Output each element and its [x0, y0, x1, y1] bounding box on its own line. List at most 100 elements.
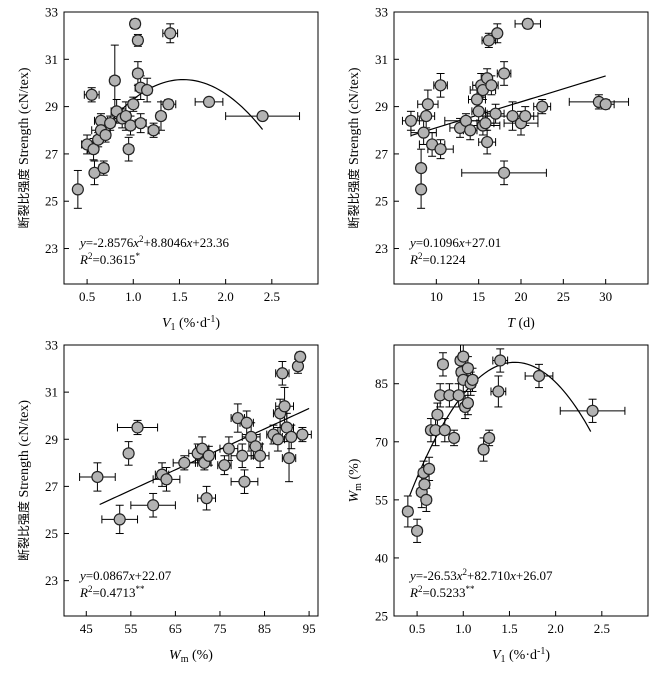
- x-tick-label: 45: [80, 621, 93, 636]
- x-tick-label: 65: [169, 621, 182, 636]
- regression-equation-line: R2=0.3615*: [79, 251, 141, 267]
- data-point: [134, 117, 147, 130]
- y-tick-label: 25: [45, 526, 58, 541]
- chart-panel-d: 0.5 1.0 1.5 2.0 2.5 25 40 55 70 85 V1 (%·d-1) Wm (%…: [347, 344, 649, 665]
- x-tick-label: 1.0: [125, 289, 141, 304]
- data-point: [497, 166, 511, 179]
- data-point: [464, 124, 477, 137]
- y-tick-label: 31: [375, 52, 388, 67]
- y-tick-label: 23: [45, 573, 58, 588]
- data-point: [131, 67, 144, 80]
- data-point: [483, 431, 496, 445]
- data-point: [401, 505, 414, 518]
- x-tick-label: 20: [515, 289, 528, 304]
- x-tick-label: 75: [213, 621, 226, 636]
- plot-frame: [63, 344, 319, 617]
- data-point: [91, 470, 104, 484]
- y-tick-label: 33: [375, 5, 388, 20]
- data-point: [481, 135, 494, 149]
- data-point: [285, 430, 298, 444]
- y-tick-label: 85: [375, 376, 388, 391]
- y-tick-label: 29: [45, 99, 58, 114]
- data-point: [421, 98, 434, 111]
- data-point: [485, 79, 498, 92]
- data-point: [147, 124, 160, 137]
- data-point: [461, 362, 474, 375]
- data-point: [296, 428, 309, 441]
- x-tick-label: 85: [258, 621, 271, 636]
- regression-equation-line: y=-26.53x2+82.710x+26.07: [408, 567, 553, 583]
- data-point: [282, 452, 296, 465]
- data-point: [238, 475, 251, 488]
- plot-frame: [63, 11, 319, 285]
- regression-equation-line: y=-2.8576x2+8.8046x+23.36: [78, 234, 229, 250]
- chart-panel-c: 45 55 65 75 85 95 23 25 27 29 31 33 Wm (%) 断裂比强度 Stre…: [16, 338, 319, 665]
- data-point: [278, 400, 291, 413]
- y-tick-label: 55: [375, 492, 388, 507]
- regression-equation-line: y=0.0867x+22.07: [78, 568, 172, 583]
- data-point: [489, 107, 502, 120]
- x-tick-label: 2.0: [218, 289, 234, 304]
- data-point: [131, 34, 144, 47]
- x-tick-label: 2.0: [548, 621, 564, 636]
- data-point: [420, 493, 433, 506]
- x-tick-label: 15: [472, 289, 485, 304]
- data-point: [477, 443, 490, 456]
- data-point: [131, 421, 144, 434]
- y-tick-label: 40: [375, 550, 388, 565]
- data-point: [85, 88, 98, 101]
- fit-curve: [410, 75, 606, 137]
- data-point: [271, 433, 284, 446]
- chart-panel-b: 10 15 20 25 30 23 25 27 29 31 33 T (d) 断裂比强度 Strengt…: [346, 5, 649, 331]
- y-tick-label: 25: [375, 609, 388, 624]
- data-point: [452, 389, 465, 402]
- y-tick-label: 27: [375, 146, 389, 161]
- data-point: [506, 109, 519, 123]
- y-tick-label: 27: [45, 146, 59, 161]
- data-point: [160, 473, 173, 486]
- x-tick-label: 2.5: [264, 289, 280, 304]
- data-point: [222, 442, 235, 455]
- error-bar: [101, 504, 139, 535]
- data-point: [461, 396, 474, 410]
- data-point: [164, 27, 177, 40]
- x-tick-label: 10: [430, 289, 443, 304]
- data-point: [240, 416, 253, 429]
- data-point: [202, 449, 215, 462]
- data-point: [599, 98, 612, 111]
- data-point: [104, 117, 117, 130]
- data-point: [410, 524, 424, 537]
- data-point: [256, 109, 269, 123]
- y-tick-label: 25: [45, 194, 58, 209]
- plot-frame: [393, 344, 649, 617]
- data-point: [97, 162, 110, 175]
- x-tick-label: 25: [557, 289, 570, 304]
- x-tick-label: 0.5: [79, 289, 95, 304]
- data-point: [491, 27, 504, 40]
- data-point: [519, 109, 532, 123]
- data-point: [466, 373, 479, 386]
- x-tick-label: 2.5: [594, 621, 610, 636]
- y-tick-label: 23: [45, 241, 58, 256]
- y-tick-label: 23: [375, 241, 388, 256]
- data-point: [536, 100, 549, 113]
- y-tick-label: 33: [45, 338, 58, 353]
- data-point: [200, 492, 213, 505]
- data-point: [129, 17, 142, 30]
- y-tick-label: 29: [375, 99, 388, 114]
- y-tick-label: 27: [45, 479, 59, 494]
- y-tick-label: 33: [45, 5, 58, 20]
- data-point: [420, 109, 433, 123]
- data-point: [236, 449, 249, 462]
- x-axis-title: V1 (%·d-1): [162, 314, 220, 333]
- data-point: [122, 447, 135, 460]
- data-point: [113, 513, 126, 526]
- y-tick-label: 70: [375, 434, 388, 449]
- error-bar: [418, 132, 446, 157]
- data-point: [71, 183, 84, 196]
- data-point: [418, 478, 431, 491]
- data-point: [434, 79, 447, 92]
- data-point: [414, 183, 428, 196]
- data-point: [147, 499, 160, 512]
- data-point: [521, 17, 534, 30]
